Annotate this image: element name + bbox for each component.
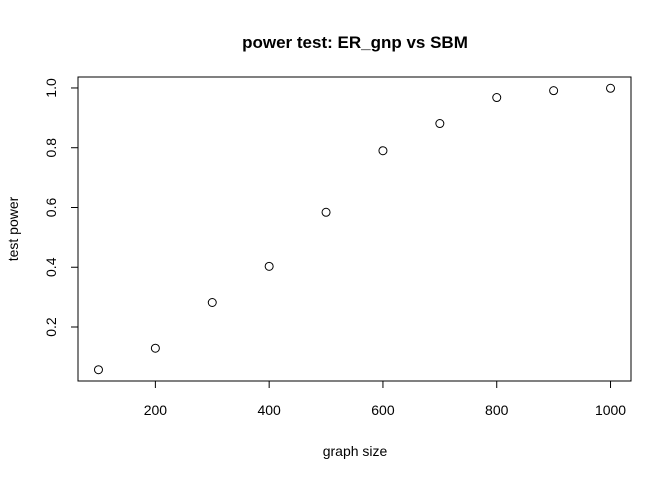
data-point — [549, 86, 559, 96]
x-tick-label: 1000 — [595, 402, 626, 418]
data-point — [492, 93, 502, 103]
chart-title: power test: ER_gnp vs SBM — [242, 33, 468, 52]
x-tick-label: 800 — [485, 402, 509, 418]
data-point — [264, 261, 274, 271]
data-point — [606, 83, 616, 93]
x-axis-label: graph size — [323, 443, 388, 459]
y-axis-label: test power — [5, 196, 21, 261]
data-point — [435, 119, 445, 129]
plot-area-frame — [77, 76, 632, 382]
y-tick-label: 0.6 — [43, 198, 59, 218]
data-points — [93, 83, 616, 375]
data-point — [321, 207, 331, 217]
data-point — [207, 298, 217, 308]
data-point — [93, 365, 103, 375]
x-tick-label: 600 — [371, 402, 395, 418]
data-point — [150, 343, 160, 353]
y-tick-label: 0.8 — [43, 138, 59, 158]
x-axis: 200 400 600 800 1000 — [144, 380, 626, 418]
x-tick-label: 400 — [257, 402, 281, 418]
data-point — [378, 146, 388, 156]
y-tick-label: 1.0 — [43, 78, 59, 98]
y-tick-label: 0.4 — [43, 257, 59, 277]
y-tick-label: 0.2 — [43, 317, 59, 337]
y-axis: 0.2 0.4 0.6 0.8 1.0 — [43, 78, 79, 337]
x-tick-label: 200 — [144, 402, 168, 418]
